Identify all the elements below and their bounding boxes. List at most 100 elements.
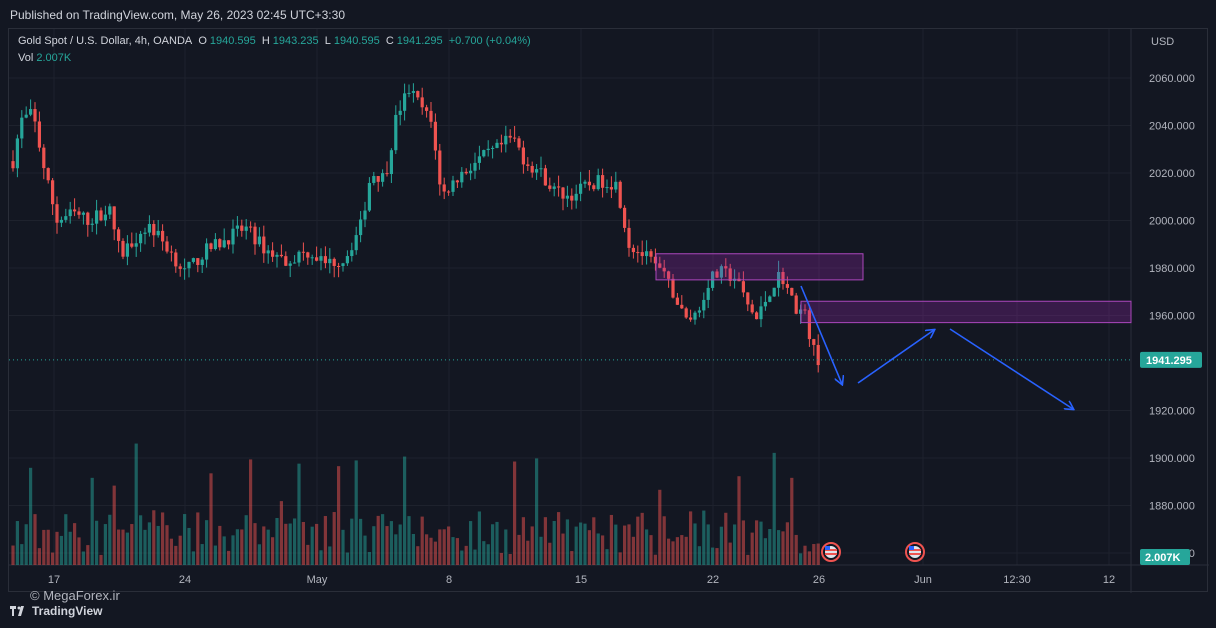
candle-body (504, 135, 508, 145)
volume-bar (249, 459, 253, 565)
candle-body (631, 247, 635, 253)
candle-body (244, 226, 248, 231)
volume-bar (724, 512, 728, 565)
candle-body (350, 250, 354, 257)
candle-body (143, 232, 147, 234)
volume-bar (653, 554, 657, 565)
candle-body (605, 187, 609, 189)
volume-bar (381, 514, 385, 565)
volume-bar (535, 458, 539, 565)
projection-arrow[interactable] (857, 330, 934, 384)
volume-bar (807, 551, 811, 565)
candle-body (420, 97, 424, 108)
candle-body (354, 235, 358, 251)
volume-bar (112, 485, 116, 565)
change-value: +0.700 (+0.04%) (448, 35, 531, 47)
candle-body (42, 147, 46, 169)
candle-body (407, 92, 411, 94)
candle-body (112, 206, 116, 230)
candle-body (499, 142, 503, 145)
price-tick-label: 2040.000 (1149, 121, 1195, 133)
candle-body (658, 263, 662, 268)
volume-bar (680, 535, 684, 565)
volume-bar (169, 538, 173, 565)
candle-body (315, 257, 319, 261)
volume-bar (684, 536, 688, 565)
us-event-icon[interactable] (905, 542, 925, 562)
volume-bar (275, 518, 279, 565)
volume-bar (310, 526, 314, 565)
us-event-icon[interactable] (821, 542, 841, 562)
volume-bar (649, 535, 653, 565)
candle-body (460, 171, 464, 183)
candle-body (99, 210, 103, 221)
volume-bar (728, 542, 732, 565)
candle-body (675, 297, 679, 305)
high-label: H (261, 35, 270, 47)
candle-body (812, 339, 816, 345)
volume-bar (354, 460, 358, 565)
time-tick-label: 15 (575, 574, 587, 586)
volume-bar (816, 543, 820, 565)
candle-body (680, 304, 684, 309)
volume-bar (306, 544, 310, 565)
volume-bar (689, 511, 693, 565)
candle-body (596, 175, 600, 190)
volume-bar (768, 529, 772, 565)
volume-bar (746, 554, 750, 565)
candle-body (103, 214, 107, 221)
volume-bar (183, 514, 187, 565)
candle-body (328, 258, 332, 264)
volume-bar (499, 552, 503, 565)
volume-bar (570, 551, 574, 565)
candle-body (763, 301, 767, 307)
volume-bar (491, 524, 495, 565)
candle-body (425, 107, 429, 111)
volume-bar (495, 521, 499, 565)
price-tick-label: 2060.000 (1149, 73, 1195, 85)
volume-bar (473, 549, 477, 565)
candle-body (526, 164, 530, 166)
volume-bar (433, 541, 437, 565)
candle-body (491, 147, 495, 149)
volume-bar (790, 477, 794, 565)
volume-bar (147, 522, 151, 565)
volume-bar (530, 526, 534, 565)
volume-bar (482, 541, 486, 565)
price-tick-label: 1960.000 (1149, 311, 1195, 323)
time-tick-label: 8 (446, 574, 452, 586)
supply-zone-lower (800, 300, 1132, 324)
candle-body (640, 252, 644, 257)
volume-bar (196, 512, 200, 565)
candle-body (627, 227, 631, 248)
candle-body (249, 226, 253, 228)
volume-bar (81, 551, 85, 565)
price-chart[interactable]: 2060.000 2040.000 2020.000 2000.000 1980.000… (9, 29, 1209, 593)
candle-body (451, 180, 455, 192)
volume-bar (323, 516, 327, 565)
candle-body (623, 207, 627, 228)
candle-body (37, 121, 41, 148)
projection-arrow[interactable] (800, 285, 842, 384)
candle-body (649, 251, 653, 257)
projection-arrow[interactable] (949, 328, 1073, 409)
high-value: 1943.235 (272, 35, 319, 47)
published-text: Published on TradingView.com, May 26, 20… (10, 8, 345, 22)
price-tick-label: 1980.000 (1149, 263, 1195, 275)
candle-body (693, 312, 697, 320)
volume-bar (772, 452, 776, 565)
chart-frame[interactable]: 2060.000 2040.000 2020.000 2000.000 1980.000… (8, 28, 1209, 593)
candle-body (429, 110, 433, 122)
candle-body (398, 110, 402, 115)
volume-bar (77, 537, 81, 565)
volume-label[interactable]: Vol (18, 52, 34, 64)
volume-bar (337, 466, 341, 565)
symbol-title[interactable]: Gold Spot / U.S. Dollar, 4h, OANDA (18, 35, 193, 47)
candle-body (645, 251, 649, 257)
candle-body (293, 262, 297, 264)
candle-body (579, 183, 583, 194)
tradingview-logo[interactable]: TradingView (10, 604, 102, 618)
volume-bar (407, 516, 411, 565)
volume-bar (319, 550, 323, 565)
volume-bar (508, 553, 512, 565)
